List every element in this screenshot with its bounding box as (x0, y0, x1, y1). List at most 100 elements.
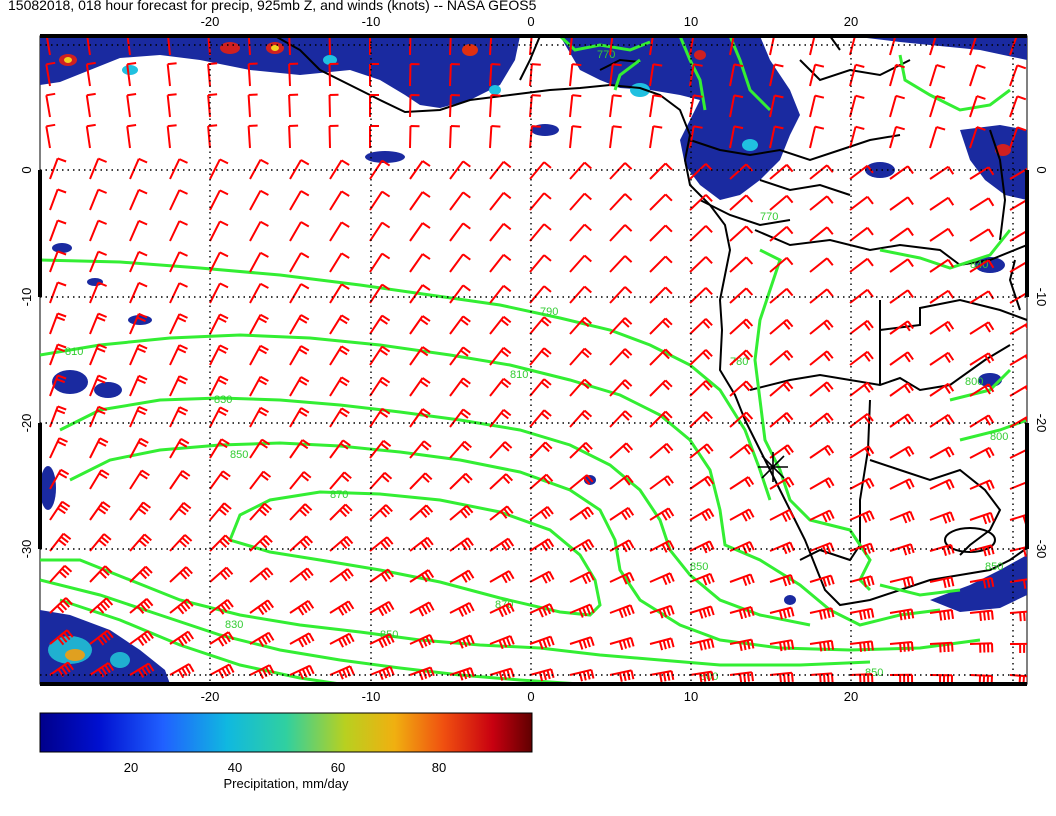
wind-barb (929, 609, 954, 621)
wind-barb (289, 439, 311, 459)
contour-label: 800 (965, 376, 983, 388)
contour-label: 770 (760, 211, 778, 223)
wind-barb (929, 320, 955, 335)
wind-barb (849, 288, 874, 304)
wind-barb (809, 94, 825, 118)
wind-barb (328, 62, 339, 87)
lat-tick: -20 (19, 414, 34, 433)
wind-barb (369, 345, 391, 366)
wind-barb (649, 572, 675, 586)
wind-barb (609, 224, 633, 242)
wind-barb (449, 537, 474, 552)
wind-barb (889, 320, 914, 335)
wind-barb (729, 638, 755, 652)
colorbar-ticks: 20 40 60 80 (124, 760, 446, 775)
wind-barb (809, 350, 834, 366)
wind-barb (369, 504, 393, 521)
wind-barb (449, 602, 475, 617)
wind-barb (409, 569, 435, 583)
wind-barb (409, 666, 435, 681)
wind-barb (449, 667, 475, 681)
wind-barb (89, 281, 107, 304)
wind-barb (409, 346, 431, 366)
wind-barb (129, 157, 148, 180)
wind-barb (409, 191, 431, 211)
wind-barb (889, 258, 914, 273)
wind-barb (809, 125, 825, 149)
wind-barb (329, 632, 355, 648)
wind-barb (209, 470, 231, 490)
wind-barb (289, 471, 312, 490)
wind-barb (209, 566, 234, 583)
wind-barb (849, 226, 874, 242)
wind-barb (489, 315, 512, 335)
wind-barb (649, 255, 673, 273)
lat-tick: -30 (1034, 540, 1049, 559)
wind-barb (129, 630, 154, 646)
wind-barb (49, 281, 67, 304)
wind-barb (169, 663, 195, 679)
wind-barb (729, 573, 755, 586)
wind-barb (289, 535, 314, 552)
wind-barb (409, 222, 431, 242)
wind-barb (329, 665, 355, 680)
wind-barb (449, 125, 460, 149)
wind-barb (288, 93, 299, 118)
wind-barb (249, 664, 275, 679)
wind-barb (809, 477, 835, 490)
wind-barb (289, 632, 315, 648)
wind-barb (89, 405, 108, 428)
wind-barb (569, 378, 592, 397)
wind-barb (529, 192, 552, 211)
wind-barb (849, 445, 875, 459)
wind-barb (809, 288, 834, 304)
wind-barb (409, 94, 420, 118)
wind-barb (409, 536, 434, 552)
wind-barb (529, 316, 552, 335)
colorbar-tick: 80 (432, 760, 446, 775)
wind-barb (929, 196, 955, 211)
wind-barb (529, 635, 555, 650)
wind-barb (45, 61, 56, 87)
wind-barb (689, 163, 713, 180)
lon-ticks-top: -20 -10 0 10 20 (201, 14, 859, 29)
wind-barb (929, 227, 955, 242)
wind-barb (929, 351, 955, 366)
wind-barb (569, 441, 593, 459)
wind-barb (689, 287, 713, 304)
wind-barb (449, 315, 471, 335)
wind-barb (569, 125, 582, 149)
wind-barb (689, 256, 713, 273)
wind-barb (129, 312, 148, 335)
wind-barb (489, 409, 512, 428)
wind-barb (569, 603, 595, 618)
wind-barb (85, 123, 96, 149)
lat-tick: -10 (19, 288, 34, 307)
wind-barb (849, 195, 874, 211)
wind-barb (85, 61, 96, 87)
wind-barb (489, 222, 512, 242)
wind-barb (689, 380, 713, 397)
wind-barb (289, 664, 315, 680)
wind-barb (1009, 674, 1027, 684)
wind-barb (289, 221, 310, 242)
wind-barb (489, 377, 512, 397)
wind-barb (769, 125, 784, 149)
wind-barb (209, 313, 229, 335)
wind-barb (449, 440, 472, 459)
wind-barb (129, 437, 149, 459)
wind-barb (169, 502, 192, 521)
wind-barb (929, 543, 955, 556)
wind-barb (769, 380, 794, 397)
wind-barb (369, 94, 379, 117)
wind-barb (609, 317, 633, 335)
wind-barb (449, 253, 471, 273)
wind-barb (249, 567, 274, 583)
wind-barb (328, 93, 339, 118)
wind-barb (249, 631, 275, 648)
wind-barb (529, 603, 555, 618)
wind-barb (929, 576, 955, 589)
wind-barb (649, 604, 675, 619)
wind-barb (649, 286, 673, 304)
wind-barb (689, 475, 715, 490)
